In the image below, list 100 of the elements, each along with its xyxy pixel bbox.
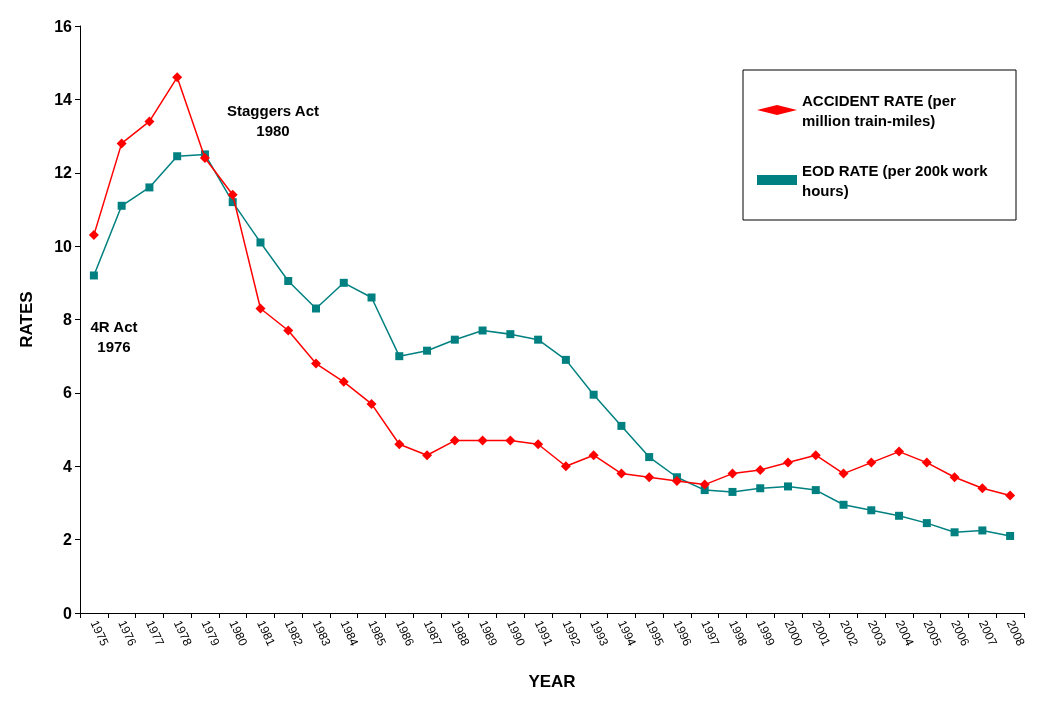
point xyxy=(950,528,959,537)
point xyxy=(144,116,155,127)
point xyxy=(533,439,544,450)
y-tick-label: 6 xyxy=(63,384,73,402)
x-tick-label: 1975 xyxy=(87,618,112,649)
x-tick-label: 1994 xyxy=(615,618,640,649)
point xyxy=(145,183,154,192)
point xyxy=(728,487,737,496)
y-tick-label: 4 xyxy=(63,457,73,475)
y-tick-label: 10 xyxy=(54,237,73,255)
x-tick-label: 2004 xyxy=(892,618,917,649)
point xyxy=(478,326,487,335)
point xyxy=(839,500,848,509)
point xyxy=(699,479,710,490)
x-tick-label: 1977 xyxy=(143,618,168,649)
point xyxy=(89,271,98,280)
point xyxy=(561,355,570,364)
point xyxy=(88,230,99,241)
point xyxy=(921,457,932,468)
point xyxy=(339,278,348,287)
point xyxy=(1006,531,1015,540)
point xyxy=(450,335,459,344)
point xyxy=(589,390,598,399)
x-tick-label: 1982 xyxy=(281,618,306,649)
x-tick-label: 2003 xyxy=(864,618,890,649)
point xyxy=(449,435,460,446)
x-tick-label: 2008 xyxy=(1003,618,1028,649)
y-tick-label: 0 xyxy=(63,604,73,622)
x-tick-label: 1992 xyxy=(559,618,584,649)
point xyxy=(560,461,571,472)
x-tick-label: 2007 xyxy=(976,618,1001,649)
x-tick-label: 2001 xyxy=(809,618,834,649)
point xyxy=(811,486,820,495)
point xyxy=(588,450,599,461)
x-tick-label: 1987 xyxy=(420,618,445,649)
point xyxy=(977,483,988,494)
point xyxy=(644,472,655,483)
point xyxy=(506,330,515,339)
y-tick-label: 8 xyxy=(63,311,73,328)
x-tick-label: 1983 xyxy=(309,618,334,649)
point xyxy=(477,435,488,446)
point xyxy=(255,303,266,314)
x-tick-label: 1986 xyxy=(392,618,418,649)
point xyxy=(505,435,516,446)
point xyxy=(894,446,905,457)
x-tick-label: 1978 xyxy=(170,618,195,649)
point xyxy=(256,238,265,247)
x-tick-label: 1981 xyxy=(254,618,279,649)
x-tick-label: 1980 xyxy=(226,618,251,649)
point xyxy=(922,519,931,528)
point xyxy=(173,152,182,161)
x-tick-label: 1991 xyxy=(531,618,556,649)
x-tick-label: 1990 xyxy=(504,618,529,649)
point xyxy=(866,457,877,468)
annotation: 4R Act 1976 xyxy=(90,317,138,355)
y-tick-label: 14 xyxy=(54,90,73,108)
point xyxy=(645,453,654,462)
point xyxy=(727,468,738,479)
x-tick-label: 1995 xyxy=(642,618,667,649)
x-tick-label: 1998 xyxy=(726,618,751,649)
point xyxy=(116,138,127,149)
point xyxy=(755,464,766,475)
point xyxy=(949,472,960,483)
y-tick-label: 12 xyxy=(54,164,73,182)
point xyxy=(534,335,543,344)
x-tick-label: 1976 xyxy=(115,618,140,649)
point xyxy=(784,482,792,491)
point xyxy=(895,511,904,520)
point xyxy=(616,468,627,479)
point xyxy=(867,506,876,515)
y-tick-label: 2 xyxy=(63,531,73,549)
point xyxy=(366,398,377,409)
point xyxy=(395,352,404,361)
point xyxy=(227,189,238,200)
point xyxy=(838,468,849,479)
point xyxy=(172,72,183,83)
point xyxy=(978,526,987,535)
point xyxy=(284,276,293,285)
point xyxy=(283,325,294,336)
y-axis-title: RATES xyxy=(17,291,36,348)
point xyxy=(311,358,321,369)
point xyxy=(367,293,376,302)
point xyxy=(1005,490,1016,501)
x-tick-label: 1985 xyxy=(365,618,390,649)
point xyxy=(338,376,349,387)
x-tick-label: 1993 xyxy=(587,618,612,649)
x-tick-label: 1997 xyxy=(698,618,723,649)
x-tick-label: 2006 xyxy=(948,618,973,649)
x-tick-label: 1999 xyxy=(753,618,778,649)
point xyxy=(617,421,626,430)
x-tick-label: 2005 xyxy=(920,618,945,649)
point xyxy=(117,201,126,210)
point xyxy=(312,304,320,313)
point xyxy=(671,475,682,486)
y-tick-label: 16 xyxy=(54,17,73,35)
x-tick-label: 1989 xyxy=(476,618,501,649)
point xyxy=(756,484,765,493)
annotation: Staggers Act 1980 xyxy=(227,101,319,139)
point xyxy=(423,346,432,355)
x-tick-label: 2002 xyxy=(837,618,862,649)
